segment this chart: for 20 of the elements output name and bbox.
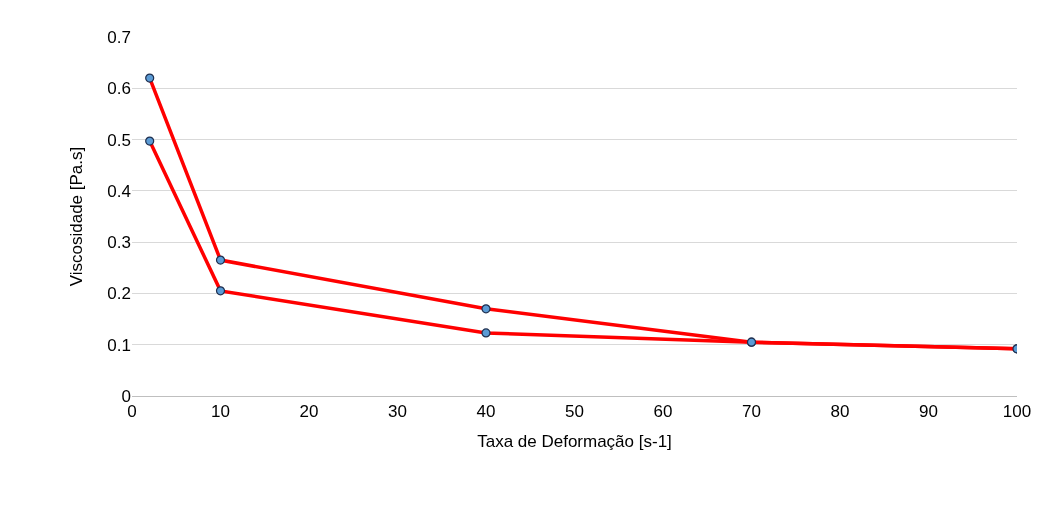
x-tick-label: 100 (1002, 402, 1032, 422)
x-tick-label: 60 (653, 402, 673, 422)
y-tick-label: 0.2 (107, 284, 131, 304)
x-tick-label: 10 (211, 402, 230, 422)
y-tick-label: 0.7 (107, 27, 131, 47)
x-axis-title: Taxa de Deformação [s-1] (477, 431, 672, 451)
x-tick-label: 70 (742, 402, 761, 422)
y-tick-label: 0.1 (107, 335, 131, 355)
x-tick-label: 50 (565, 402, 584, 422)
y-tick-label: 0.6 (107, 79, 131, 99)
x-tick-label: 40 (476, 402, 496, 422)
y-tick-label: 0.3 (107, 233, 131, 253)
y-tick-label: 0.5 (107, 130, 131, 150)
x-tick-label: 80 (830, 402, 850, 422)
y-axis-title: Viscosidade [Pa.s] (66, 146, 86, 287)
y-tick-label: 0.4 (107, 181, 131, 201)
x-tick-label: 90 (919, 402, 938, 422)
y-tick-label: 0 (121, 386, 131, 406)
x-tick-label: 20 (299, 402, 319, 422)
x-tick-label: 30 (388, 402, 407, 422)
